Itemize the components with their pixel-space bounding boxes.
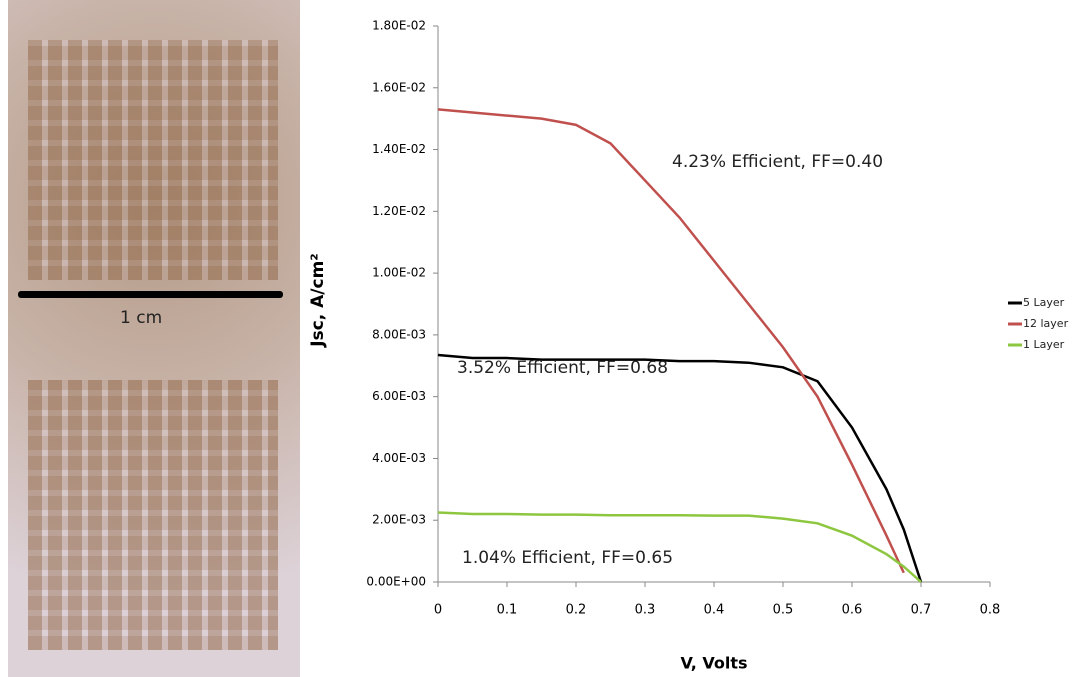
x-tick-label: 0.6 [842,603,863,618]
scale-label: 1 cm [120,308,163,328]
x-tick-label: 0.5 [773,603,794,618]
series-line [437,511,922,583]
x-tick-label: 0.4 [704,603,725,618]
y-tick-label: 1.60E-02 [372,80,426,94]
x-tick-label: 0 [434,603,442,618]
y-axis-label: Jsc, A/cm² [308,253,328,348]
y-tick-label: 8.00E-03 [372,327,426,341]
annotation: 4.23% Efficient, FF=0.40 [672,152,883,172]
x-tick-label: 0.3 [635,603,656,618]
series-line [437,108,905,574]
scale-bar [18,291,283,298]
device-pattern [28,380,278,650]
legend-label: 5 Layer [1023,296,1065,309]
x-tick-label: 0.2 [566,603,587,618]
y-tick-label: 1.80E-02 [372,19,426,33]
x-tick-label: 0.7 [911,603,932,618]
y-tick-label: 1.20E-02 [372,204,426,218]
sample-photo [8,0,300,677]
y-tick-label: 0.00E+00 [366,575,426,589]
series-line [437,353,923,583]
annotation: 3.52% Efficient, FF=0.68 [457,358,668,378]
x-axis-label: V, Volts [680,654,747,673]
device-pattern [28,40,278,280]
y-tick-label: 4.00E-03 [372,451,426,465]
y-tick-label: 1.40E-02 [372,142,426,156]
legend-label: 12 layer [1023,317,1069,330]
x-tick-label: 0.8 [980,603,1001,618]
annotation: 1.04% Efficient, FF=0.65 [462,548,673,568]
legend-label: 1 Layer [1023,338,1065,351]
x-tick-label: 0.1 [497,603,518,618]
y-tick-label: 6.00E-03 [372,389,426,403]
y-tick-label: 2.00E-03 [372,513,426,527]
y-tick-label: 1.00E-02 [372,266,426,280]
